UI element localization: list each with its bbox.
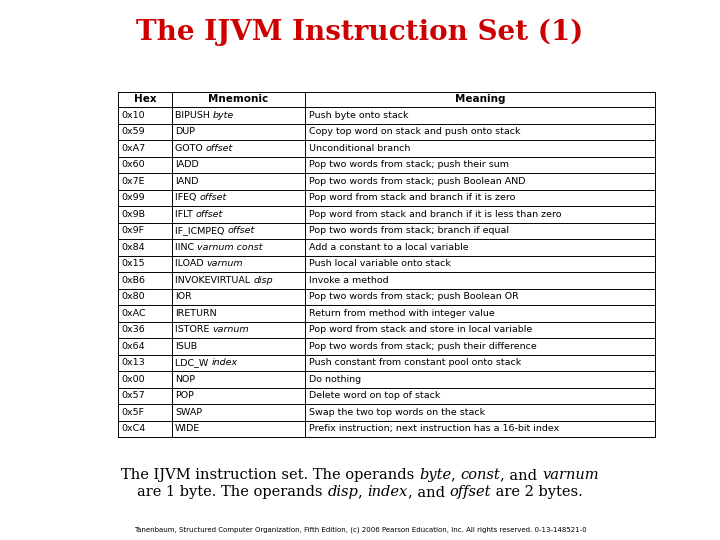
Text: INVOKEVIRTUAL: INVOKEVIRTUAL [175,276,253,285]
Text: 0x5F: 0x5F [121,408,144,417]
Text: , and: , and [500,468,542,482]
Text: Push byte onto stack: Push byte onto stack [309,111,408,120]
Text: IRETURN: IRETURN [175,309,217,318]
Text: Pop two words from stack; push their difference: Pop two words from stack; push their dif… [309,342,536,351]
Text: IINC: IINC [175,243,197,252]
Text: IF_ICMPEQ: IF_ICMPEQ [175,226,228,235]
Text: 0x7E: 0x7E [121,177,145,186]
Text: Push constant from constant pool onto stack: Push constant from constant pool onto st… [309,358,521,367]
Text: IAND: IAND [175,177,199,186]
Text: 0xA7: 0xA7 [121,144,145,153]
Text: 0x59: 0x59 [121,127,145,136]
Text: offset: offset [206,144,233,153]
Text: are 2 bytes.: are 2 bytes. [491,485,582,499]
Text: SWAP: SWAP [175,408,202,417]
Text: offset: offset [449,485,491,499]
Text: ILOAD: ILOAD [175,259,207,268]
Text: ,: , [359,485,368,499]
Text: Add a constant to a local variable: Add a constant to a local variable [309,243,469,252]
Text: disp: disp [328,485,359,499]
Text: 0x15: 0x15 [121,259,145,268]
Text: Pop word from stack and store in local variable: Pop word from stack and store in local v… [309,325,532,334]
Text: IADD: IADD [175,160,199,169]
Text: 0x9B: 0x9B [121,210,145,219]
Text: Meaning: Meaning [455,94,505,105]
Text: 0xB6: 0xB6 [121,276,145,285]
Text: Invoke a method: Invoke a method [309,276,389,285]
Text: Pop word from stack and branch if it is less than zero: Pop word from stack and branch if it is … [309,210,562,219]
Text: Hex: Hex [134,94,156,105]
Text: WIDE: WIDE [175,424,200,433]
Text: index: index [368,485,408,499]
Text: byte: byte [419,468,451,482]
Text: Copy top word on stack and push onto stack: Copy top word on stack and push onto sta… [309,127,521,136]
Text: 0x13: 0x13 [121,358,145,367]
Text: 0x10: 0x10 [121,111,145,120]
Text: 0x57: 0x57 [121,392,145,400]
Text: Mnemonic: Mnemonic [208,94,269,105]
Text: Pop two words from stack; branch if equal: Pop two words from stack; branch if equa… [309,226,509,235]
Text: offset: offset [199,193,227,202]
Text: varnum: varnum [542,468,599,482]
Text: BIPUSH: BIPUSH [175,111,213,120]
Text: Swap the two top words on the stack: Swap the two top words on the stack [309,408,485,417]
Text: Push local variable onto stack: Push local variable onto stack [309,259,451,268]
Text: varnum const: varnum const [197,243,263,252]
Text: offset: offset [228,226,255,235]
Text: 0x36: 0x36 [121,325,145,334]
Text: The IJVM instruction set. The operands: The IJVM instruction set. The operands [121,468,419,482]
Text: Pop word from stack and branch if it is zero: Pop word from stack and branch if it is … [309,193,516,202]
Text: Tanenbaum, Structured Computer Organization, Fifth Edition, (c) 2006 Pearson Edu: Tanenbaum, Structured Computer Organizat… [134,526,586,534]
Text: Delete word on top of stack: Delete word on top of stack [309,392,441,400]
Text: GOTO: GOTO [175,144,206,153]
Text: 0x00: 0x00 [121,375,145,384]
Text: DUP: DUP [175,127,195,136]
Text: Return from method with integer value: Return from method with integer value [309,309,495,318]
Text: index: index [211,358,238,367]
Text: IFLT: IFLT [175,210,196,219]
Text: 0x9F: 0x9F [121,226,144,235]
Text: 0x64: 0x64 [121,342,145,351]
Text: 0x80: 0x80 [121,292,145,301]
Text: , and: , and [408,485,449,499]
Text: 0xAC: 0xAC [121,309,145,318]
Text: NOP: NOP [175,375,195,384]
Text: 0xC4: 0xC4 [121,424,145,433]
Text: are 1 byte. The operands: are 1 byte. The operands [138,485,328,499]
Text: const: const [461,468,500,482]
Text: Do nothing: Do nothing [309,375,361,384]
Text: 0x60: 0x60 [121,160,145,169]
Text: POP: POP [175,392,194,400]
Text: varnum: varnum [212,325,249,334]
Text: disp: disp [253,276,273,285]
Text: IOR: IOR [175,292,192,301]
Text: ISTORE: ISTORE [175,325,212,334]
Text: IFEQ: IFEQ [175,193,199,202]
Text: offset: offset [196,210,223,219]
Text: Prefix instruction; next instruction has a 16-bit index: Prefix instruction; next instruction has… [309,424,559,433]
Text: ,: , [451,468,461,482]
Text: varnum: varnum [207,259,243,268]
Text: Pop two words from stack; push Boolean OR: Pop two words from stack; push Boolean O… [309,292,518,301]
Text: Pop two words from stack; push Boolean AND: Pop two words from stack; push Boolean A… [309,177,526,186]
Text: Pop two words from stack; push their sum: Pop two words from stack; push their sum [309,160,509,169]
Text: 0x84: 0x84 [121,243,145,252]
Text: Unconditional branch: Unconditional branch [309,144,410,153]
Text: LDC_W: LDC_W [175,358,211,367]
Text: byte: byte [213,111,234,120]
Text: ISUB: ISUB [175,342,197,351]
Text: The IJVM Instruction Set (1): The IJVM Instruction Set (1) [136,18,584,46]
Text: 0x99: 0x99 [121,193,145,202]
